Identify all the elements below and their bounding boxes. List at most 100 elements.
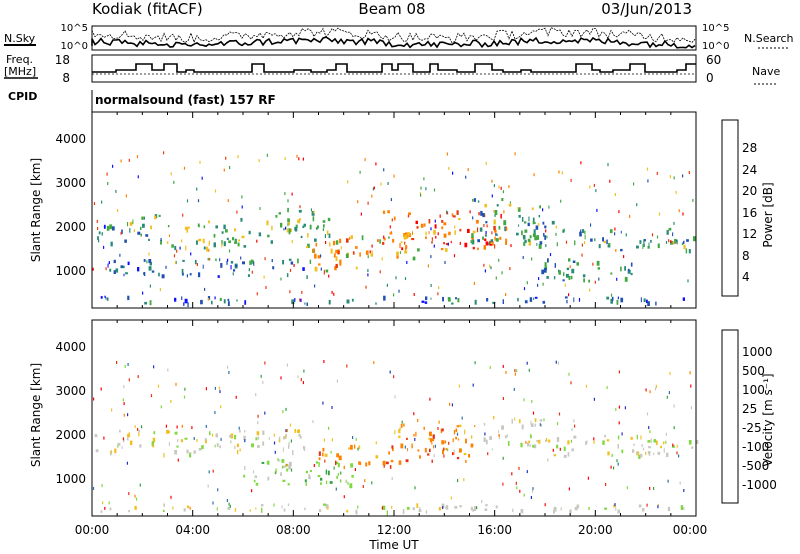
power-speck: [387, 182, 389, 185]
power-cbar-tick-4: 4: [742, 270, 750, 284]
power-speck: [204, 287, 206, 291]
velocity-cell: [234, 508, 237, 512]
velocity-cell: [139, 444, 142, 448]
velocity-cell: [398, 460, 402, 465]
velocity-cell: [315, 461, 318, 464]
velocity-speck: [280, 376, 282, 380]
freq-label-2: [MHz]: [4, 65, 36, 78]
velocity-cell: [304, 479, 307, 483]
power-cell: [359, 252, 361, 257]
power-cell: [553, 276, 556, 280]
power-speck: [214, 189, 217, 193]
velocity-colorbar: [721, 329, 739, 504]
power-speck: [196, 187, 198, 191]
velocity-cell: [483, 423, 486, 426]
power-speck: [420, 193, 422, 197]
velocity-cell: [398, 428, 401, 434]
velocity-cell: [128, 510, 130, 513]
power-speck: [647, 179, 649, 183]
power-cell: [290, 261, 294, 265]
velocity-cell: [667, 506, 671, 512]
velocity-cell: [365, 462, 368, 467]
power-cell: [443, 222, 447, 226]
power-speck: [490, 266, 492, 270]
power-cell: [237, 242, 240, 247]
power-cell: [267, 234, 270, 238]
velocity-speck: [235, 395, 237, 399]
velocity-cell: [254, 475, 258, 478]
velocity-cell: [262, 441, 265, 446]
velocity-speck: [337, 472, 339, 476]
power-cell: [137, 231, 141, 235]
power-cell: [140, 226, 142, 230]
power-speck: [115, 189, 117, 193]
velocity-cell: [282, 465, 286, 468]
power-cell: [399, 243, 401, 248]
power-cell: [517, 207, 521, 212]
velocity-cell: [680, 505, 684, 510]
power-cell: [379, 239, 381, 244]
velocity-speck: [502, 364, 504, 368]
velocity-cell: [129, 440, 133, 446]
power-speck: [367, 273, 369, 277]
velocity-speck: [498, 433, 500, 437]
power-cell: [480, 210, 483, 216]
velocity-speck: [229, 504, 231, 508]
power-speck: [673, 241, 675, 245]
velocity-speck: [530, 496, 532, 499]
power-speck: [137, 175, 139, 179]
velocity-cell: [539, 419, 543, 422]
velocity-cell: [695, 439, 699, 444]
date-title: 03/Jun/2013: [601, 0, 692, 18]
power-cell: [148, 266, 152, 271]
velocity-speck: [683, 489, 685, 492]
velocity-cell: [431, 442, 433, 445]
velocity-speck: [324, 459, 326, 463]
velocity-cell: [429, 438, 433, 443]
power-cell: [185, 245, 187, 251]
velocity-speck: [539, 423, 541, 427]
power-speck: [263, 275, 265, 279]
velocity-cell: [514, 417, 516, 421]
power-cell: [115, 268, 119, 273]
velocity-cell: [349, 483, 353, 489]
power-speck: [526, 281, 528, 285]
power-cell: [230, 261, 234, 264]
power-cell: [529, 235, 532, 239]
power-speck: [425, 187, 427, 191]
power-speck: [433, 244, 435, 248]
power-speck: [687, 279, 689, 283]
power-cell: [140, 233, 142, 237]
power-cell: [543, 267, 547, 273]
power-cell: [215, 225, 218, 229]
power-cell: [573, 297, 575, 303]
velocity-cell: [323, 503, 327, 506]
power-speck: [448, 166, 450, 170]
power-cell: [247, 274, 250, 277]
power-cell: [472, 230, 476, 234]
velocity-cell: [320, 477, 323, 481]
power-cell: [434, 224, 437, 229]
nave-label: Nave: [752, 65, 780, 78]
velocity-cell: [534, 418, 537, 423]
power-speck: [256, 292, 258, 296]
velocity-speck: [525, 440, 527, 444]
velocity-speck: [673, 426, 675, 430]
velocity-cell: [504, 435, 507, 439]
power-speck: [299, 205, 301, 209]
velocity-cell: [433, 445, 435, 449]
velocity-cell: [304, 507, 306, 511]
power-cell: [431, 241, 433, 244]
velocity-speck: [532, 411, 535, 415]
velocity-cbar-tick-1000: 1000: [742, 345, 773, 359]
power-cell: [181, 296, 183, 300]
power-speck: [444, 261, 446, 264]
velocity-speck: [381, 506, 383, 510]
velocity-speck: [546, 438, 548, 441]
power-cell: [174, 245, 177, 251]
power-cell: [365, 250, 369, 255]
velocity-speck: [175, 382, 177, 386]
power-cell: [187, 302, 189, 307]
power-cell: [221, 240, 223, 245]
velocity-cell: [621, 449, 624, 454]
